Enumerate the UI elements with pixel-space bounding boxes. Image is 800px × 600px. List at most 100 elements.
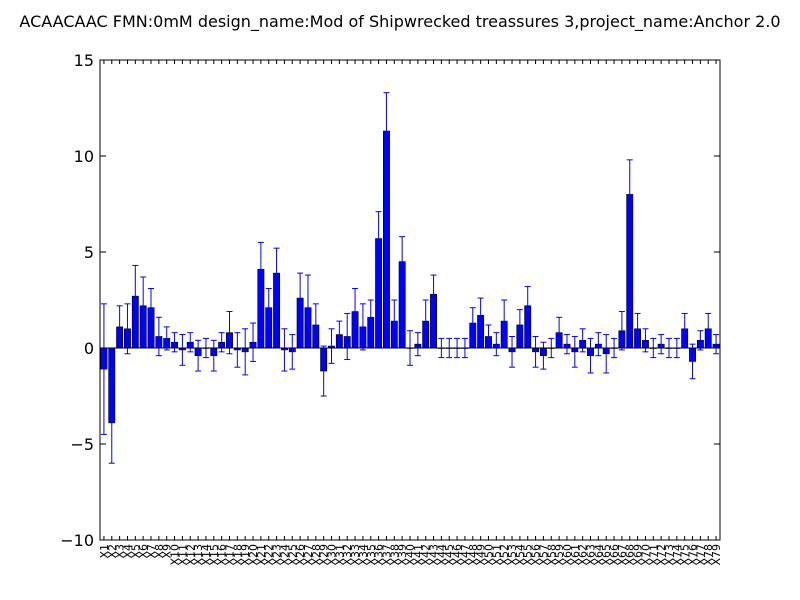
y-tick-label: −10 (60, 531, 94, 550)
error-bar-X1 (100, 303, 107, 435)
x-tick-label: X46 (451, 544, 464, 566)
x-tick-label: X20 (247, 544, 260, 566)
x-tick-label: X72 (655, 544, 668, 566)
x-tick-label: X39 (396, 544, 409, 566)
x-tick-label: X29 (318, 544, 331, 566)
x-tick-label: X33 (349, 544, 362, 566)
error-bar-X64 (595, 332, 602, 357)
x-tick-label: X59 (553, 544, 566, 566)
error-bar-X32 (344, 312, 351, 361)
x-tick-label: X54 (514, 544, 527, 566)
error-bar-X78 (705, 312, 712, 345)
x-tick-label: X17 (223, 544, 236, 566)
error-bar-X19 (242, 328, 249, 376)
x-tick-label: X47 (459, 544, 472, 566)
error-bar-X13 (195, 339, 202, 372)
x-tick-label: X48 (467, 544, 480, 566)
error-bar-X26 (297, 272, 304, 324)
error-bars-layer (100, 92, 720, 464)
x-tick-label: X40 (404, 544, 417, 566)
error-bar-X27 (304, 274, 311, 341)
error-bar-X17 (226, 311, 233, 355)
error-bar-X53 (509, 335, 516, 368)
error-bar-X8 (155, 316, 162, 357)
x-tick-label: X49 (475, 544, 488, 566)
x-tick-label: X55 (522, 544, 535, 566)
error-bar-X6 (140, 276, 147, 336)
x-tick-label: X45 (443, 544, 456, 566)
error-bar-X7 (148, 287, 155, 328)
x-tick-label: X18 (231, 544, 244, 566)
x-tick-label: X42 (420, 544, 433, 566)
x-tick-label: X9 (161, 544, 174, 559)
error-bar-X79 (713, 334, 720, 355)
error-bar-X15 (210, 339, 217, 372)
error-bar-X38 (391, 299, 398, 343)
error-bar-X34 (359, 303, 366, 351)
error-bar-X52 (501, 299, 508, 343)
x-tick-label: X31 (333, 544, 346, 566)
x-tick-label: X36 (373, 544, 386, 566)
x-tick-label: X4 (121, 544, 134, 559)
y-tick-label: 5 (84, 243, 94, 262)
error-bar-X33 (352, 287, 359, 336)
x-tick-label: X30 (326, 544, 339, 566)
error-bar-X41 (414, 332, 421, 357)
y-tick-label: 0 (84, 339, 94, 358)
error-bar-X68 (626, 159, 633, 230)
x-tick-label: X37 (380, 544, 393, 566)
x-tick-label: X5 (129, 544, 142, 559)
x-tick-label: X10 (169, 544, 182, 566)
x-tick-label: X27 (302, 544, 315, 566)
x-tick-label: X50 (482, 544, 495, 566)
error-bar-X54 (516, 309, 523, 341)
error-bar-X75 (681, 312, 688, 345)
x-tick-label: X25 (286, 544, 299, 566)
x-tick-label: X63 (585, 544, 598, 566)
x-tick-label: X52 (498, 544, 511, 566)
x-tick-label: X12 (184, 544, 197, 566)
error-bar-X4 (124, 303, 131, 355)
x-tick-label: X19 (239, 544, 252, 566)
error-bar-X29 (320, 345, 327, 397)
error-bar-X43 (430, 274, 437, 314)
x-tick-label: X11 (176, 544, 189, 566)
x-tick-label: X51 (490, 544, 503, 566)
error-bar-X22 (265, 287, 272, 328)
error-bar-X60 (563, 334, 570, 355)
chart-title: ACAACAAC FMN:0mM design_name:Mod of Ship… (19, 12, 781, 31)
x-tick-label: X44 (435, 544, 448, 566)
error-bar-X63 (587, 337, 594, 374)
x-tick-label: X24 (278, 544, 291, 566)
x-tick-label: X34 (357, 544, 370, 566)
error-bar-X20 (250, 322, 257, 362)
y-tick-label: −5 (70, 435, 94, 454)
x-tick-label: X2 (106, 544, 119, 559)
error-bar-X10 (171, 332, 178, 353)
error-bar-X65 (603, 334, 610, 374)
x-tick-label: X68 (624, 544, 637, 566)
x-tick-label: X75 (679, 544, 692, 566)
x-tick-label: X78 (702, 544, 715, 566)
x-tick-label: X69 (632, 544, 645, 566)
error-bar-X56 (532, 335, 539, 368)
x-tick-label: X1 (98, 544, 111, 559)
x-tick-label: X73 (663, 544, 676, 566)
x-tick-label: X53 (506, 544, 519, 566)
x-tick-label: X22 (263, 544, 276, 566)
x-tick-label: X3 (114, 544, 127, 559)
x-tick-label: X67 (616, 544, 629, 566)
x-tick-label: X41 (412, 544, 425, 566)
error-bar-X21 (257, 241, 264, 297)
x-tick-label: X64 (592, 544, 605, 566)
x-tick-label: X58 (545, 544, 558, 566)
x-tick-label: X16 (216, 544, 229, 566)
y-tick-label: 15 (74, 51, 94, 70)
x-tick-label: X56 (530, 544, 543, 566)
x-tick-label: X66 (608, 544, 621, 566)
error-bar-X23 (273, 247, 280, 299)
error-bar-X55 (524, 286, 531, 326)
x-tick-label: X79 (710, 544, 723, 566)
error-bar-X30 (328, 328, 335, 364)
